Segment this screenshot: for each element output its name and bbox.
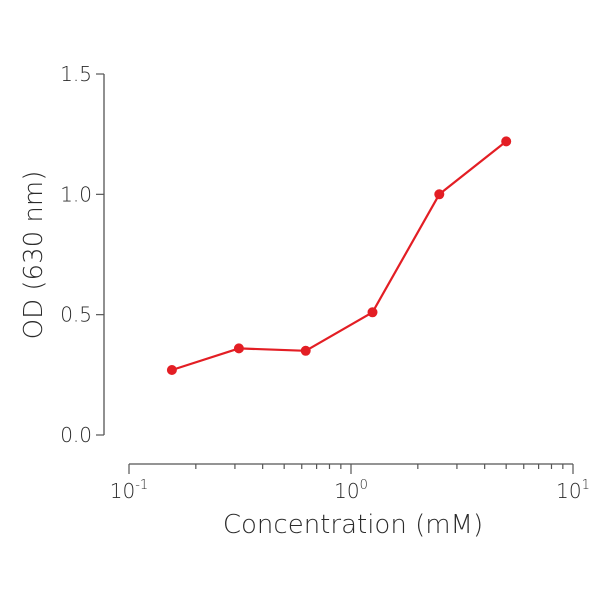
y-tick-label: 0.0 — [60, 423, 92, 447]
x-axis-title: Concentration (mM) — [223, 510, 483, 540]
y-tick-label: 1.0 — [60, 182, 92, 206]
x-tick-label: 100 — [334, 478, 368, 503]
y-axis-title: OD (630 nm) — [19, 171, 49, 340]
x-tick-label: 101 — [556, 478, 590, 503]
data-point — [501, 136, 512, 147]
x-tick-label: 10-1 — [110, 478, 148, 503]
series-line — [171, 140, 507, 372]
data-point — [434, 189, 445, 200]
y-axis-ticks: 0.0 0.5 1.0 1.5 — [60, 62, 104, 447]
y-tick-label: 0.5 — [60, 303, 92, 327]
data-point — [367, 307, 378, 318]
series-layer — [166, 136, 512, 375]
y-tick-label: 1.5 — [60, 62, 92, 86]
data-point — [233, 343, 244, 354]
data-point — [166, 365, 177, 375]
data-point — [300, 345, 311, 356]
x-axis-ticks: 10-1 100 101 — [110, 464, 590, 503]
